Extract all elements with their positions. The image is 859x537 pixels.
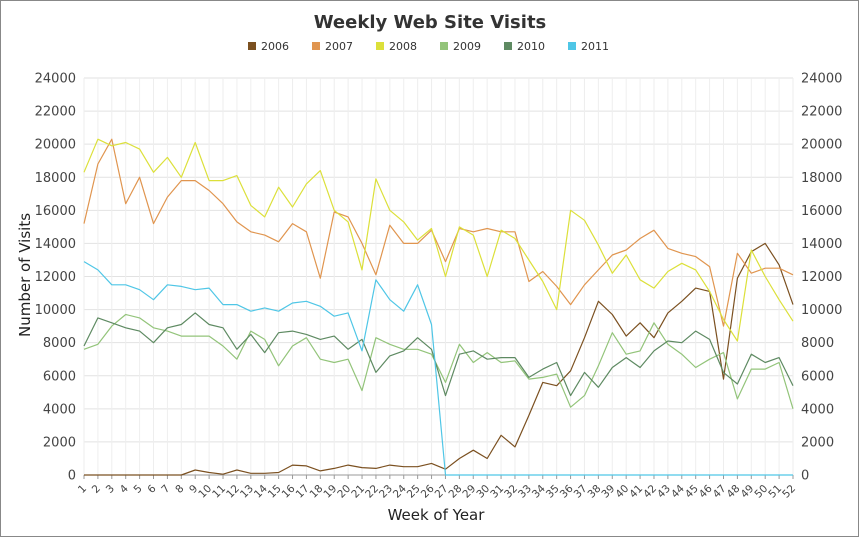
y-tick-label-right: 20000 [801, 138, 842, 153]
legend: 2006 2007 2008 2009 2010 2011 [248, 40, 609, 53]
legend-label-2010: 2010 [517, 40, 545, 53]
chart-title: Weekly Web Site Visits [314, 12, 547, 33]
series-line-2010 [83, 312, 794, 397]
x-tick-label: 8 [173, 483, 186, 496]
legend-swatch-2008 [376, 42, 384, 50]
y-axis-right-ticks: 0 2000 4000 6000 8000 10000 12000 14000 16000 180… [801, 72, 842, 484]
x-tick-label: 6 [145, 482, 158, 495]
y-tick-label-right: 6000 [801, 369, 834, 384]
y-tick-label-right: 2000 [801, 435, 834, 450]
y-tick-label-left: 2000 [43, 435, 76, 450]
legend-label-2006: 2006 [261, 40, 289, 53]
x-axis-label: Week of Year [388, 506, 486, 524]
y-tick-label-right: 14000 [801, 237, 842, 252]
x-tick-label: 3 [104, 483, 117, 496]
x-tick-label: 4 [118, 482, 131, 495]
series-line-2009 [83, 313, 794, 409]
legend-swatch-2009 [440, 42, 448, 50]
y-tick-label-right: 12000 [801, 270, 842, 285]
x-tick-label: 1 [76, 483, 89, 496]
x-tick-label: 52 [780, 483, 798, 501]
x-tick-label: 7 [159, 483, 172, 496]
y-tick-label-right: 16000 [801, 204, 842, 219]
y-tick-label-left: 22000 [35, 105, 76, 120]
series-line-2011 [83, 261, 793, 476]
y-tick-label-left: 12000 [35, 270, 76, 285]
legend-label-2009: 2009 [453, 40, 481, 53]
legend-swatch-2011 [568, 42, 576, 50]
y-tick-label-right: 8000 [801, 336, 834, 351]
y-tick-label-right: 24000 [801, 72, 842, 87]
legend-label-2008: 2008 [389, 40, 417, 53]
y-axis-label: Number of Visits [16, 213, 34, 337]
y-axis-left-ticks: 0 2000 4000 6000 8000 10000 12000 14000 16000 180… [35, 72, 76, 484]
x-tick-label: 2 [90, 483, 103, 496]
legend-swatch-2007 [312, 42, 320, 50]
y-tick-label-right: 22000 [801, 105, 842, 120]
legend-swatch-2010 [504, 42, 512, 50]
legend-label-2011: 2011 [581, 40, 609, 53]
y-tick-label-left: 18000 [35, 171, 76, 186]
grid-lines [83, 77, 794, 476]
x-axis-ticks: 1 2 3 4 5 6 7 8 91011121314151617181920212223242… [76, 482, 798, 500]
y-tick-label-left: 4000 [43, 402, 76, 417]
y-tick-label-left: 24000 [35, 72, 76, 87]
y-tick-label-left: 20000 [35, 138, 76, 153]
y-tick-label-left: 14000 [35, 237, 76, 252]
series-line-2006 [84, 242, 794, 476]
legend-swatch-2006 [248, 42, 256, 50]
x-tick-label: 5 [132, 483, 145, 496]
y-tick-label-right: 10000 [801, 303, 842, 318]
legend-label-2007: 2007 [325, 40, 353, 53]
y-tick-label-left: 16000 [35, 204, 76, 219]
y-tick-label-left: 10000 [35, 303, 76, 318]
series-line-2008 [83, 138, 794, 342]
y-tick-label-left: 0 [68, 469, 76, 484]
axes [83, 474, 794, 479]
y-tick-label-left: 8000 [43, 336, 76, 351]
y-tick-label-right: 0 [801, 469, 809, 484]
y-tick-label-right: 18000 [801, 171, 842, 186]
y-tick-label-left: 6000 [43, 369, 76, 384]
series-lines [83, 138, 794, 476]
series-line-2007 [83, 138, 794, 327]
y-tick-label-right: 4000 [801, 402, 834, 417]
